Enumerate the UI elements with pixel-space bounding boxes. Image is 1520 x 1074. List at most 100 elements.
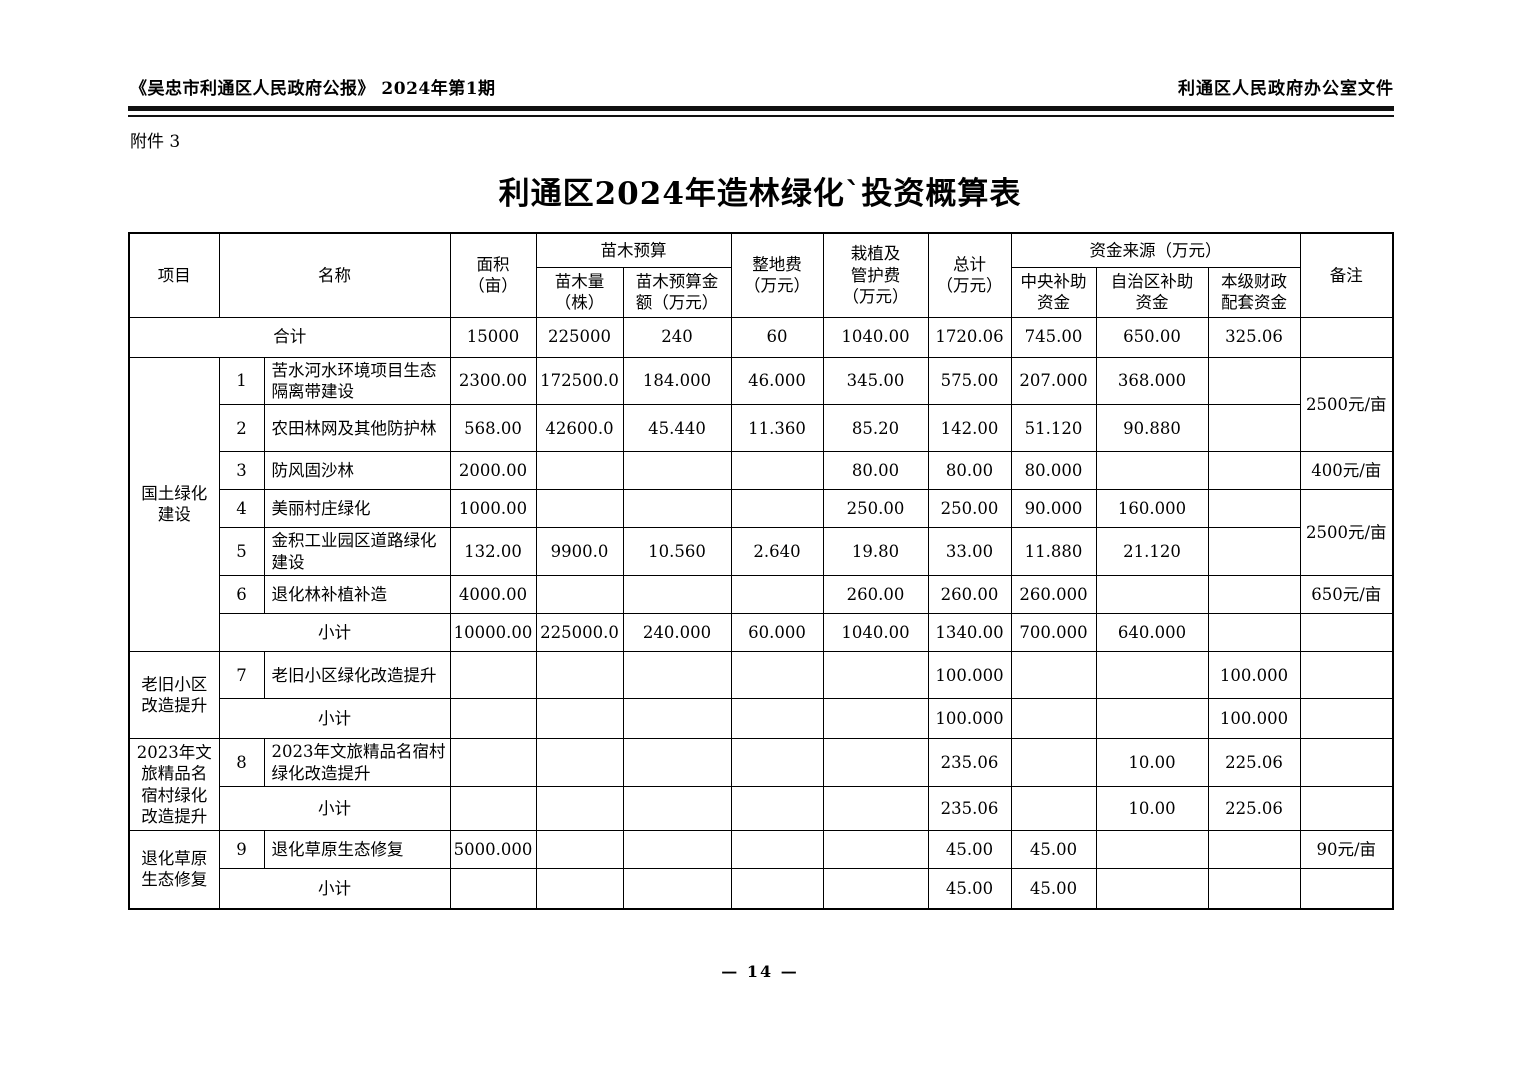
cell-area [449,651,537,700]
cell-remark [1299,613,1394,653]
cell-name: 退化林补植补造 [263,575,451,615]
cell-local [1207,575,1301,615]
subtotal-label: 小计 [218,786,451,832]
cell-plant: 250.00 [822,489,929,529]
cell-central [1010,786,1097,832]
header-row-1: 项目 名称 面积 （亩） 苗木预算 整地费 （万元） 栽植及 管护费 （万元） … [128,232,1394,318]
cell-amount: 10.560 [622,527,732,577]
cell-region [1095,651,1209,700]
cell-total: 33.00 [927,527,1012,577]
subtotal-row: 小计 45.00 45.00 [129,868,1394,910]
attachment-label: 附件 3 [130,132,181,152]
cell-central: 260.000 [1010,575,1097,615]
cell-prep: 2.640 [730,527,824,577]
cell-area: 2000.00 [449,451,537,491]
cell-qty [535,868,624,910]
subtotal-label: 小计 [218,613,451,653]
cell-area: 15000 [449,316,537,358]
header-double-rule [128,106,1394,117]
cell-prep [730,451,824,491]
cell-num: 9 [218,830,265,870]
table-row: 2023年文 旅精品名 宿村绿化 改造提升 8 2023年文旅精品名宿村绿化改造… [128,738,1394,832]
cell-remark [1299,786,1394,832]
cell-num: 5 [218,527,265,577]
col-header-funding-source: 资金来源（万元） [1010,232,1301,268]
cell-local [1207,527,1301,577]
table-row: 5 金积工业园区道路绿化建设 132.00 9900.0 10.560 2.64… [129,527,1393,577]
cell-plant: 1040.00 [822,316,929,358]
cell-area: 10000.00 [449,613,537,653]
group-label-old-community: 老旧小区 改造提升 [128,651,220,740]
cell-local [1207,356,1301,406]
cell-total: 250.00 [927,489,1012,529]
cell-name: 美丽村庄绿化 [263,489,451,529]
cell-amount: 184.000 [622,356,732,406]
cell-prep [730,786,824,832]
cell-prep [730,489,824,529]
cell-area: 132.00 [449,527,537,577]
cell-amount [622,575,732,615]
cell-qty: 172500.0 [535,356,624,406]
cell-prep [730,738,824,788]
subtotal-row: 小计 100.000 100.000 [129,698,1394,740]
cell-plant [822,698,929,740]
cell-local [1207,404,1301,453]
cell-area: 568.00 [449,404,537,453]
cell-total: 100.000 [927,651,1012,700]
cell-amount [622,651,732,700]
table-row: 2 农田林网及其他防护林 568.00 42600.0 45.440 11.36… [129,404,1393,453]
cell-name: 防风固沙林 [263,451,451,491]
cell-local [1207,830,1301,870]
budget-table-container: 项目 名称 面积 （亩） 苗木预算 整地费 （万元） 栽植及 管护费 （万元） … [128,232,1395,910]
cell-central: 80.000 [1010,451,1097,491]
cell-region: 368.000 [1095,356,1209,406]
cell-central: 745.00 [1010,316,1097,358]
cell-area [449,868,537,910]
cell-num: 1 [218,356,265,406]
cell-prep [730,575,824,615]
cell-plant: 345.00 [822,356,929,406]
cell-qty [535,738,624,788]
cell-central [1010,738,1097,788]
page-number: — 14 — [721,962,799,981]
cell-amount [622,738,732,788]
cell-amount [622,830,732,870]
cell-qty: 42600.0 [535,404,624,453]
cell-prep: 60 [730,316,824,358]
cell-area: 5000.000 [449,830,537,870]
cell-region: 90.880 [1095,404,1209,453]
cell-amount [622,868,732,910]
cell-central: 700.000 [1010,613,1097,653]
cell-local: 225.06 [1207,786,1301,832]
cell-total: 1340.00 [927,613,1012,653]
cell-plant [822,786,929,832]
cell-total: 45.00 [927,830,1012,870]
group-label-grassland-restore: 退化草原 生态修复 [128,830,220,910]
cell-prep: 11.360 [730,404,824,453]
cell-area: 2300.00 [449,356,537,406]
cell-num: 6 [218,575,265,615]
col-header-land-prep: 整地费 （万元） [730,232,824,318]
cell-name: 老旧小区绿化改造提升 [263,651,451,700]
cell-name: 金积工业园区道路绿化建设 [263,527,451,577]
cell-plant [822,738,929,788]
cell-local: 325.06 [1207,316,1301,358]
cell-num: 3 [218,451,265,491]
cell-remark [1299,868,1394,910]
col-header-seedling-amount: 苗木预算金 额（万元） [622,266,732,318]
cell-central: 90.000 [1010,489,1097,529]
col-header-seedling-budget: 苗木预算 [535,232,732,268]
cell-local: 100.000 [1207,698,1301,740]
cell-qty [535,651,624,700]
total-label: 合计 [128,316,451,358]
table-row: 4 美丽村庄绿化 1000.00 250.00 250.00 90.000 16… [129,489,1394,577]
cell-num: 2 [218,404,265,453]
table-row: 国土绿化 建设 1 苦水河水环境项目生态隔离带建设 2300.00 172500… [128,356,1394,653]
cell-area [449,698,537,740]
cell-total: 45.00 [927,868,1012,910]
cell-remark: 2500元/亩 [1299,489,1394,577]
cell-region: 640.000 [1095,613,1209,653]
cell-region: 160.000 [1095,489,1209,529]
cell-area: 4000.00 [449,575,537,615]
cell-amount [622,451,732,491]
